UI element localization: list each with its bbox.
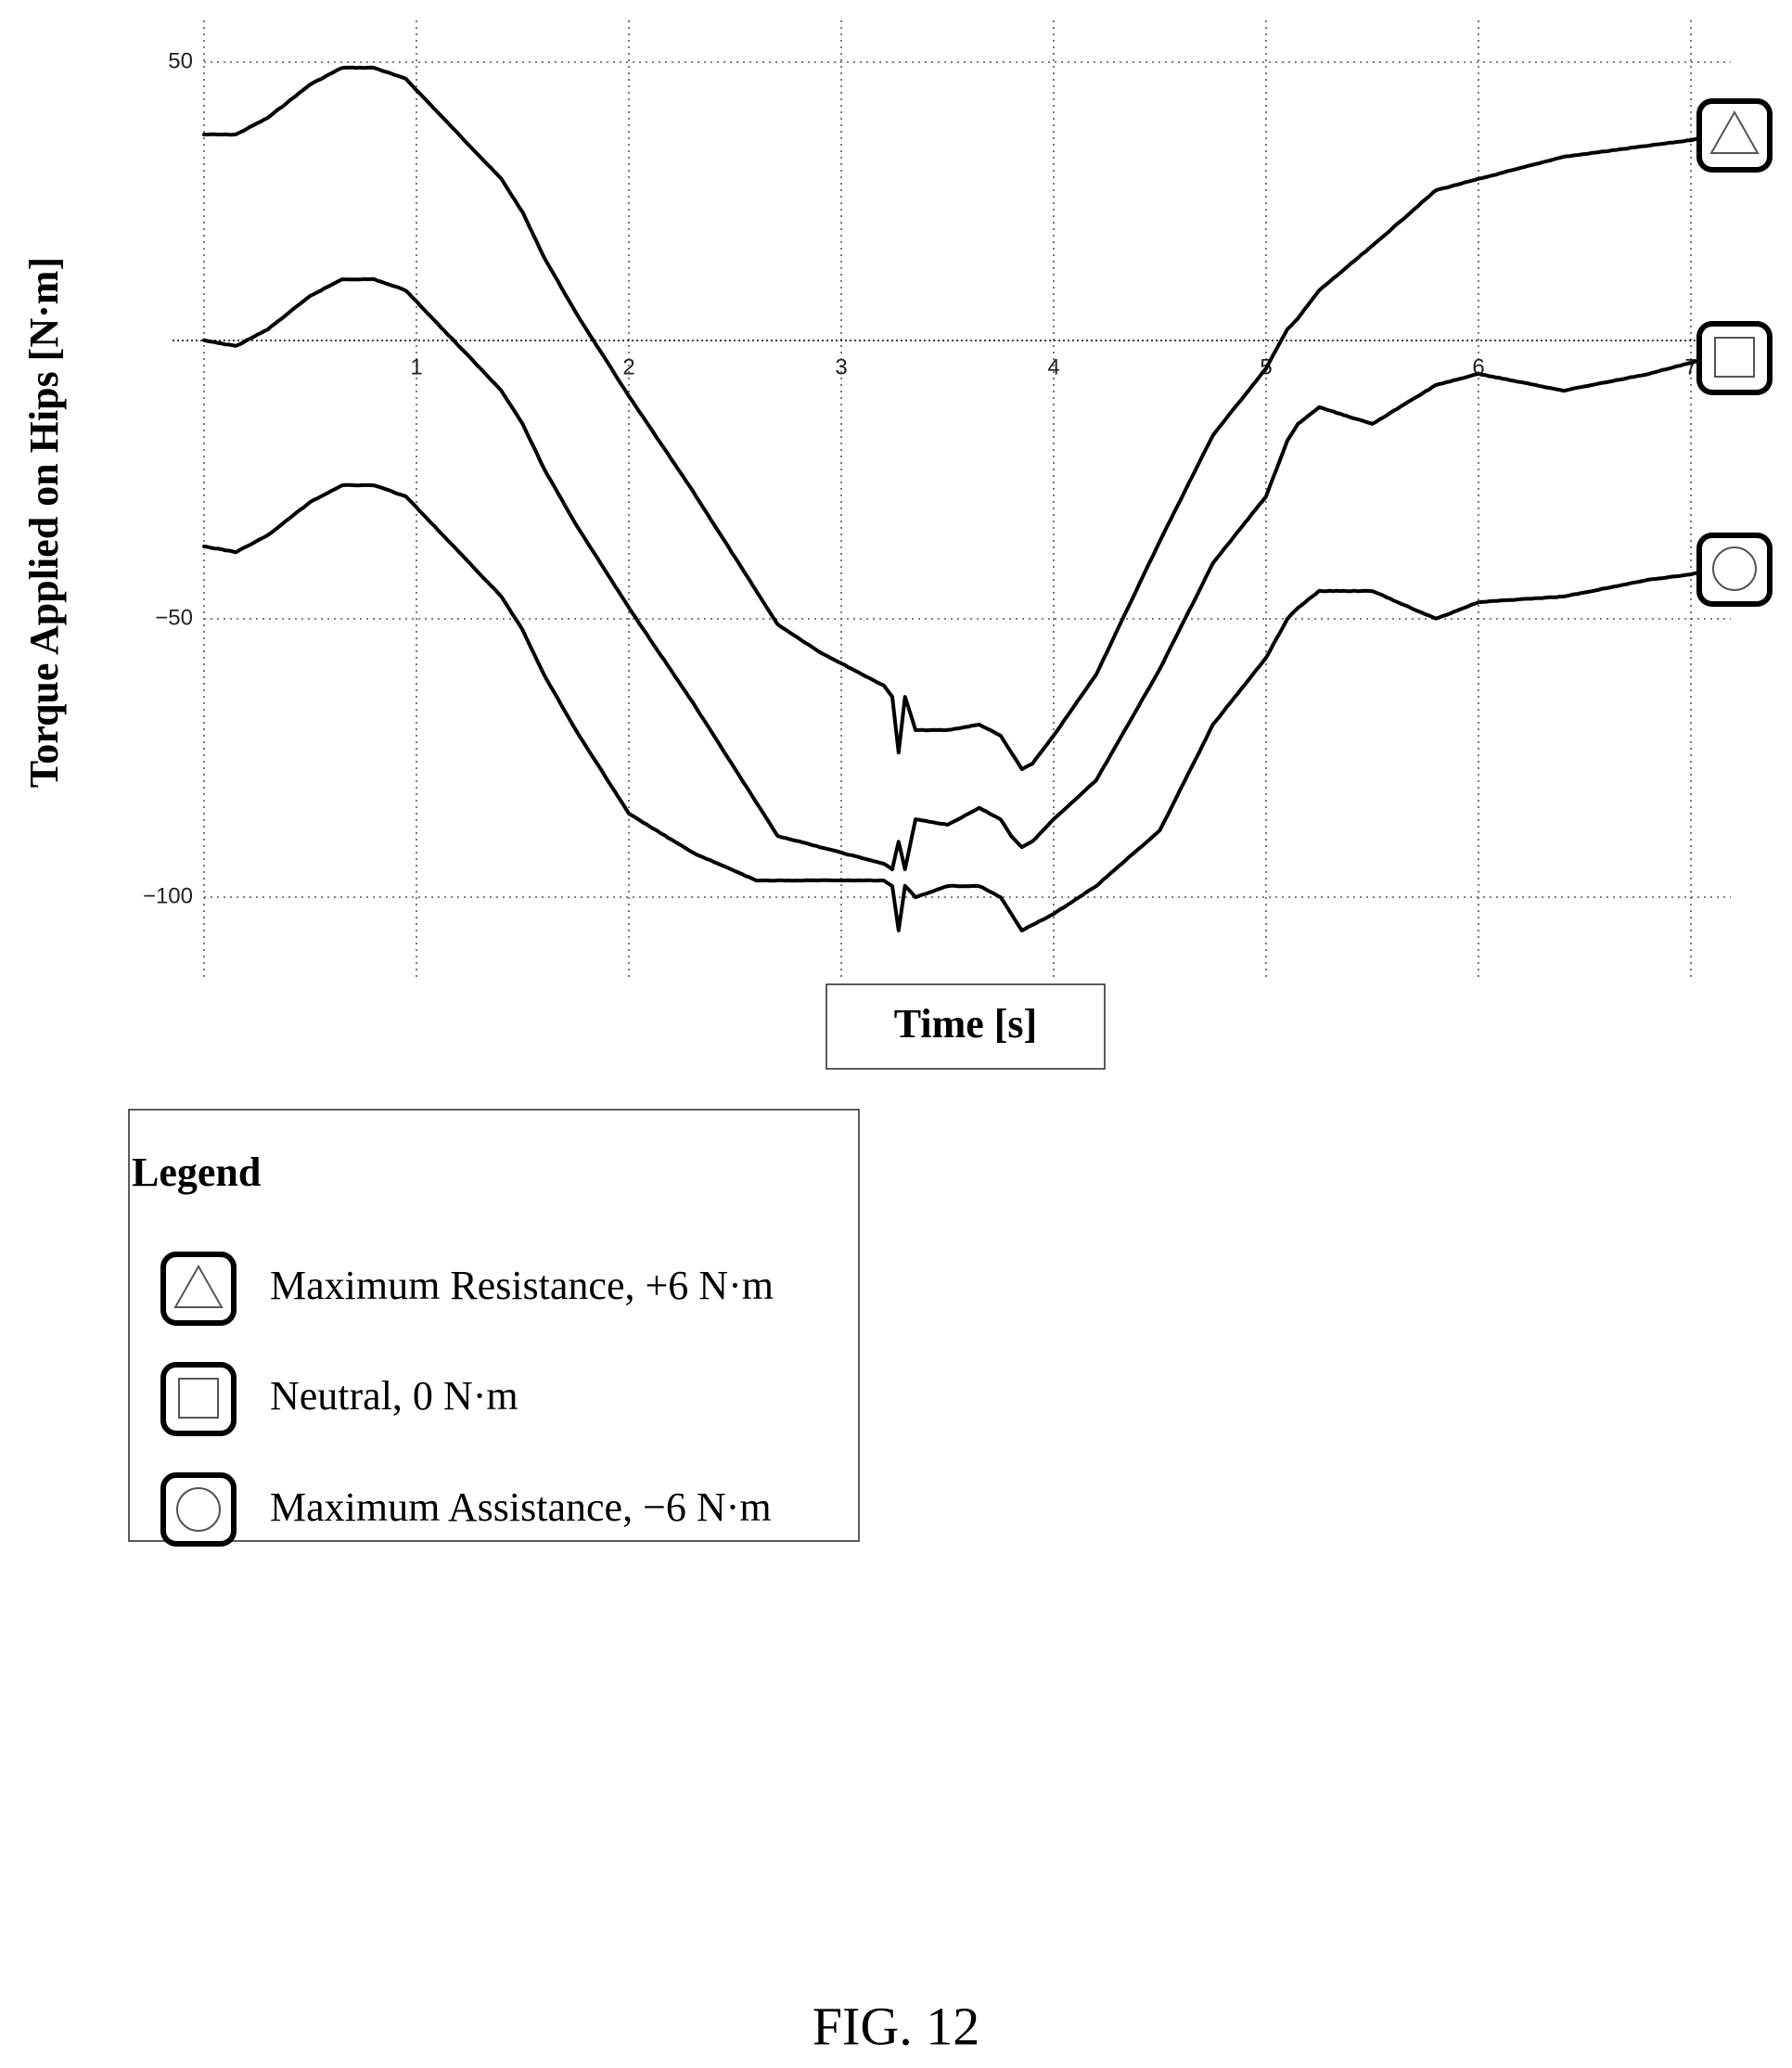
- series-lines: [202, 65, 1714, 932]
- triangle-glyph: [173, 1264, 224, 1308]
- x-tick-label: 3: [835, 354, 847, 379]
- series-end-markers: [1696, 98, 1773, 607]
- legend-item-label: Maximum Resistance, +6 N·m: [270, 1263, 774, 1308]
- legend-item-label: Maximum Assistance, −6 N·m: [270, 1484, 772, 1530]
- legend-title: Legend: [132, 1150, 261, 1195]
- y-tick-label: −100: [143, 883, 193, 908]
- x-tick-label: 1: [410, 354, 422, 379]
- series-line-max-assistance: [202, 482, 1714, 932]
- circle-glyph: [176, 1487, 221, 1532]
- series-line-neutral: [202, 276, 1714, 871]
- series-line-max-resistance: [202, 65, 1714, 772]
- x-tick-label: 7: [1684, 354, 1696, 379]
- legend-item-max-assistance: Maximum Assistance, −6 N·m: [160, 1472, 772, 1547]
- x-axis-label-frame: [826, 983, 1106, 1070]
- x-axis-label: Time [s]: [894, 1001, 1037, 1047]
- legend: Legend Maximum Resistance, +6 N·m Neutra…: [128, 1109, 860, 1547]
- triangle-glyph: [1709, 109, 1760, 154]
- x-tick-label: 4: [1047, 354, 1059, 379]
- y-tick-label: −50: [155, 605, 193, 630]
- figure-caption: FIG. 12: [813, 1996, 979, 2056]
- legend-item-max-resistance: Maximum Resistance, +6 N·m: [160, 1252, 774, 1326]
- y-axis-ticks: 50 −50 −100: [143, 48, 193, 908]
- grid: [173, 20, 1731, 982]
- x-tick-label: 2: [622, 354, 634, 379]
- y-tick-label: 50: [168, 48, 193, 73]
- circle-glyph: [1712, 546, 1757, 591]
- square-glyph: [178, 1378, 219, 1419]
- x-axis-label-box: Time [s]: [826, 983, 1106, 1070]
- y-axis-label: Torque Applied on Hips [N·m]: [21, 257, 67, 788]
- square-glyph: [1714, 337, 1755, 378]
- legend-item-neutral: Neutral, 0 N·m: [160, 1362, 518, 1436]
- legend-frame: [128, 1109, 860, 1542]
- legend-item-label: Neutral, 0 N·m: [270, 1373, 518, 1419]
